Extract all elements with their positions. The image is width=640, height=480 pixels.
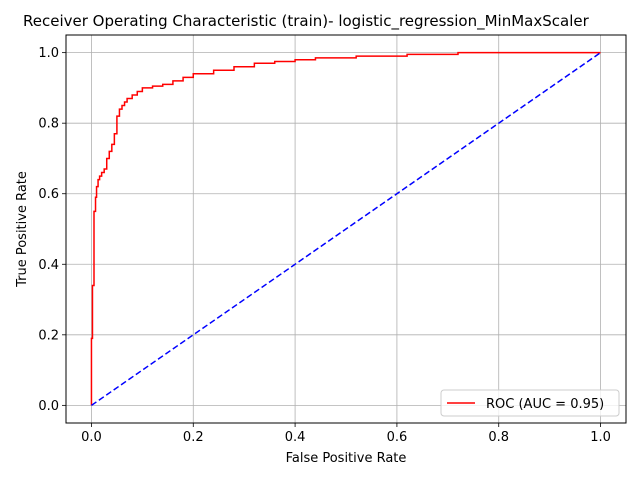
x-tick-label: 0.6 <box>387 430 408 445</box>
y-axis-label: True Positive Rate <box>15 171 30 288</box>
chart-title: Receiver Operating Characteristic (train… <box>23 12 590 31</box>
y-tick-label: 0.4 <box>38 258 59 273</box>
series-layer <box>90 51 601 406</box>
y-tick-label: 0.6 <box>38 187 59 202</box>
x-tick-label: 1.0 <box>590 430 611 445</box>
x-tick-label: 0.8 <box>488 430 509 445</box>
legend-box <box>440 389 620 417</box>
y-tick-label: 0.8 <box>38 117 59 132</box>
legend: ROC (AUC = 0.95) <box>440 389 620 417</box>
roc-curve <box>90 51 601 406</box>
tick-layer: 0.0 0.2 0.4 0.6 0.8 1.0 0.0 0.2 0.4 0.6 0.8 1.0 <box>38 46 611 445</box>
y-tick-label: 1.0 <box>38 46 59 61</box>
legend-label-roc: ROC (AUC = 0.95) <box>486 397 604 412</box>
x-tick-label: 0.2 <box>183 430 204 445</box>
x-tick-label: 0.4 <box>285 430 306 445</box>
chance-diagonal <box>91 52 601 406</box>
x-tick-label: 0.0 <box>81 430 102 445</box>
y-tick-label: 0.0 <box>38 399 59 414</box>
y-tick-label: 0.2 <box>38 328 59 343</box>
x-axis-label: False Positive Rate <box>286 451 407 466</box>
plot-frame <box>65 34 627 424</box>
grid-lines <box>66 35 626 423</box>
